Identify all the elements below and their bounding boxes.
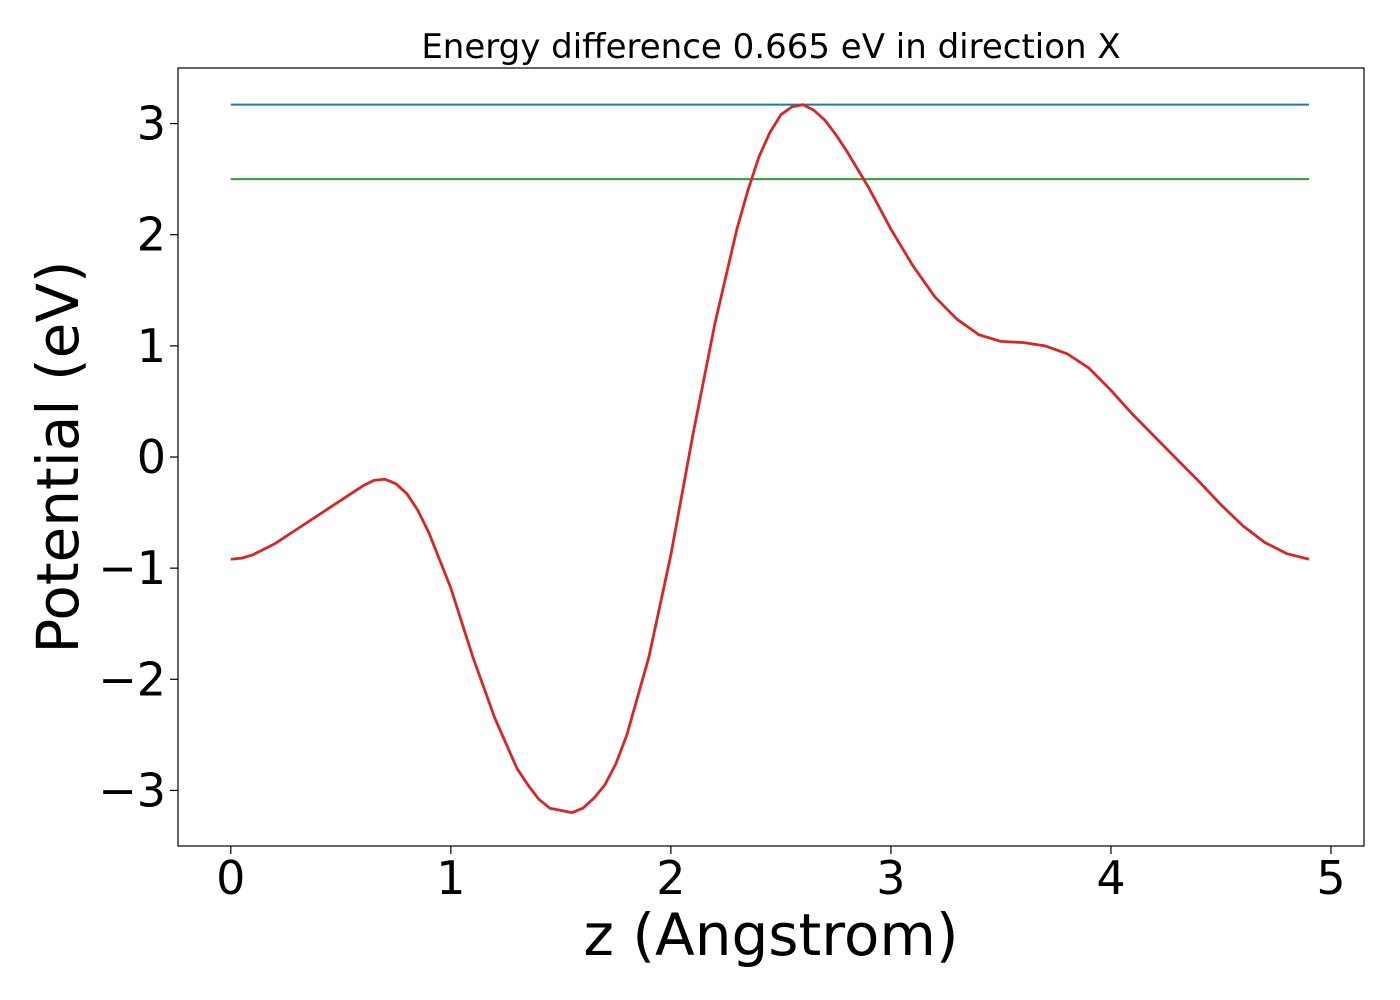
y-axis: −3 −2 −1 0 1 2 3 (98, 97, 178, 817)
x-axis: 0 1 2 3 4 5 (216, 846, 1346, 905)
x-tick-label: 2 (656, 851, 685, 905)
y-tick-label: −3 (98, 763, 166, 817)
x-tick-label: 4 (1096, 851, 1125, 905)
x-tick-label: 0 (216, 851, 245, 905)
x-tick-label: 5 (1316, 851, 1345, 905)
series-line-3 (230, 103, 1310, 815)
y-tick-label: 1 (137, 319, 166, 373)
series-layer (230, 103, 1310, 815)
plot-frame (177, 67, 1365, 847)
y-tick-label: −2 (98, 652, 166, 706)
x-tick-label: 3 (876, 851, 905, 905)
chart-title: Energy difference 0.665 eV in direction … (421, 27, 1120, 67)
y-tick-label: 3 (137, 97, 166, 151)
y-tick-label: 2 (137, 208, 166, 262)
x-tick-label: 1 (436, 851, 465, 905)
y-tick-label: −1 (98, 541, 166, 595)
y-tick-label: 0 (137, 430, 166, 484)
x-axis-label: z (Angstrom) (584, 901, 959, 969)
y-axis-label: Potential (eV) (24, 260, 92, 653)
